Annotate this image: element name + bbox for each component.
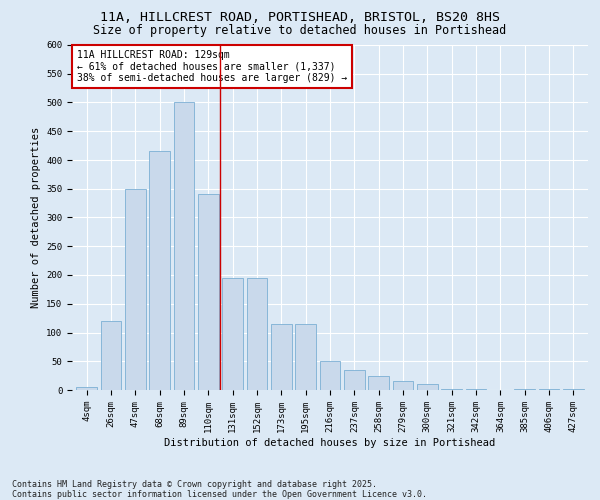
Bar [271, 324, 292, 390]
X-axis label: Distribution of detached houses by size in Portishead: Distribution of detached houses by size … [164, 438, 496, 448]
Text: Contains HM Land Registry data © Crown copyright and database right 2025.
Contai: Contains HM Land Registry data © Crown c… [12, 480, 427, 499]
Bar [392, 382, 413, 390]
Bar [295, 324, 316, 390]
Bar [442, 389, 462, 390]
Bar [247, 278, 268, 390]
Bar [320, 361, 340, 390]
Y-axis label: Number of detached properties: Number of detached properties [31, 127, 41, 308]
Bar [222, 278, 243, 390]
Text: 11A HILLCREST ROAD: 129sqm
← 61% of detached houses are smaller (1,337)
38% of s: 11A HILLCREST ROAD: 129sqm ← 61% of deta… [77, 50, 347, 84]
Bar [514, 389, 535, 390]
Text: 11A, HILLCREST ROAD, PORTISHEAD, BRISTOL, BS20 8HS: 11A, HILLCREST ROAD, PORTISHEAD, BRISTOL… [100, 11, 500, 24]
Bar [466, 389, 487, 390]
Bar [101, 321, 121, 390]
Bar [149, 152, 170, 390]
Bar [344, 370, 365, 390]
Text: Size of property relative to detached houses in Portishead: Size of property relative to detached ho… [94, 24, 506, 37]
Bar [76, 387, 97, 390]
Bar [368, 376, 389, 390]
Bar [173, 102, 194, 390]
Bar [417, 384, 438, 390]
Bar [198, 194, 218, 390]
Bar [125, 188, 146, 390]
